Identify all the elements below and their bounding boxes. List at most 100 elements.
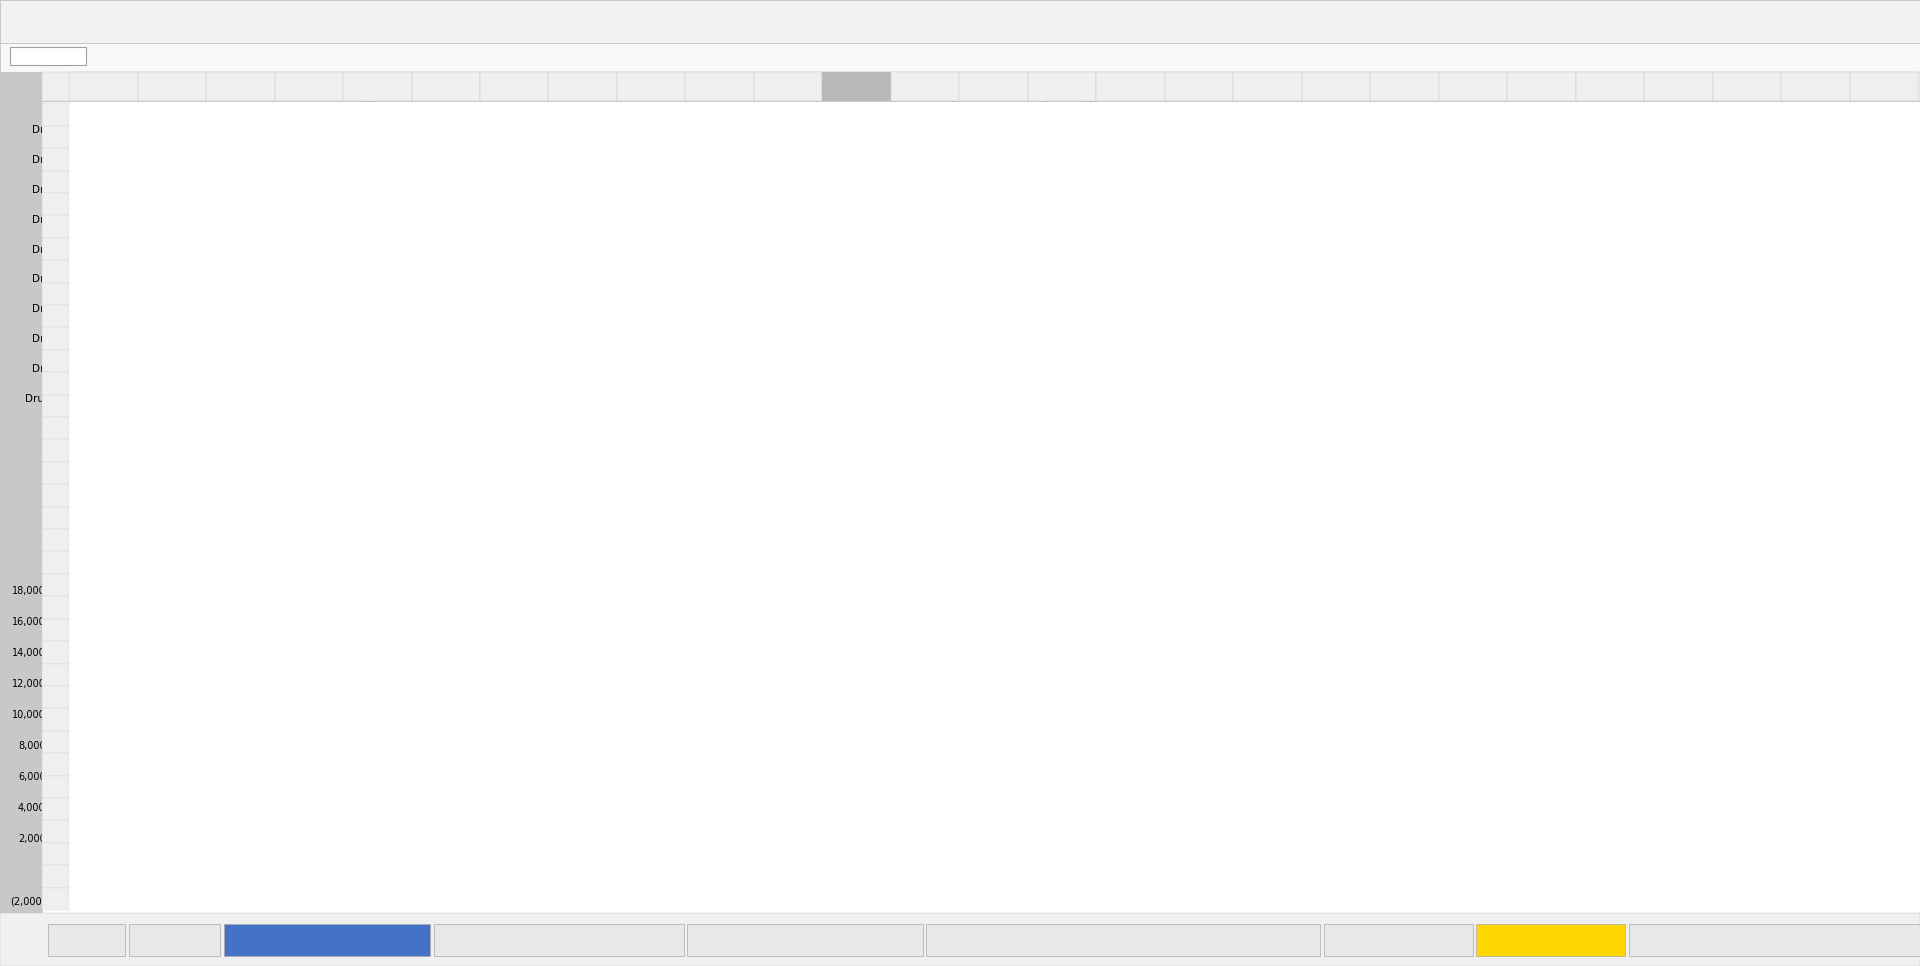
Text: K: K (785, 82, 791, 92)
Text: L: L (854, 82, 860, 92)
Text: N: N (991, 82, 996, 92)
Bar (864, 395, 891, 407)
Text: 20: 20 (50, 536, 61, 545)
Bar (912, 262, 937, 282)
Text: 8: 8 (54, 267, 58, 276)
Text: 0%: 0% (1753, 686, 1772, 696)
Text: 5: 5 (54, 200, 58, 209)
Text: 20%: 20% (246, 363, 269, 373)
Bar (818, 351, 845, 362)
Bar (864, 341, 891, 346)
Text: Dashboard: Dashboard (1528, 936, 1574, 945)
Title: No. of Drugs By Monetization Category: No. of Drugs By Monetization Category (1379, 570, 1684, 584)
Title: P&L (Monthly Bases): P&L (Monthly Bases) (576, 570, 739, 584)
Text: 15: 15 (50, 424, 61, 433)
Bar (958, 241, 983, 251)
Text: 36: 36 (1784, 124, 1795, 133)
Wedge shape (1676, 713, 1884, 849)
Bar (505, 742, 540, 869)
Bar (1004, 382, 1029, 385)
Bar (772, 314, 797, 329)
Text: Marketing Budget: Marketing Budget (524, 936, 593, 945)
Bar (864, 366, 891, 375)
Bar (912, 345, 937, 368)
Bar (1050, 384, 1075, 419)
Bar (720, 711, 755, 869)
Bar (1004, 412, 1029, 419)
Text: 34: 34 (50, 849, 61, 859)
Text: 6: 6 (54, 222, 58, 231)
Text: 9%: 9% (156, 154, 173, 164)
Bar (77, 391, 255, 405)
Bar (912, 282, 937, 304)
Bar (397, 780, 432, 869)
Bar (818, 313, 845, 320)
Text: 17: 17 (50, 469, 61, 477)
Bar (818, 404, 845, 419)
Text: G: G (511, 82, 518, 92)
Text: 3: 3 (54, 155, 58, 164)
Bar (772, 274, 797, 284)
Text: 48%: 48% (474, 184, 497, 194)
Text: 36: 36 (50, 895, 61, 903)
Bar (881, 680, 916, 869)
Text: 28: 28 (52, 715, 60, 724)
Text: B: B (169, 82, 175, 92)
Text: ◄: ◄ (1713, 936, 1720, 946)
Text: 23: 23 (50, 603, 61, 612)
Text: 33: 33 (50, 827, 61, 836)
Bar (864, 407, 891, 419)
Bar (958, 384, 983, 419)
Text: 30%: 30% (326, 303, 349, 313)
Bar (772, 329, 797, 346)
Bar (958, 355, 983, 384)
Text: H: H (580, 82, 586, 92)
Bar (1004, 397, 1029, 399)
Text: X: X (1676, 82, 1682, 92)
Bar (1004, 385, 1029, 391)
Text: 26: 26 (50, 670, 61, 679)
Text: 10: 10 (50, 312, 61, 321)
Bar (818, 320, 845, 329)
Title: No. of Headcount: No. of Headcount (1597, 89, 1736, 102)
Bar (1432, 602, 1630, 632)
Bar (989, 649, 1023, 869)
Text: F: F (444, 82, 449, 92)
Bar (772, 399, 797, 419)
Bar (864, 352, 891, 358)
Text: AA: AA (1878, 82, 1889, 92)
Bar (182, 813, 219, 869)
Bar (451, 757, 486, 869)
Text: R: R (1265, 82, 1271, 92)
Bar (912, 226, 937, 242)
Text: A: A (100, 82, 106, 92)
Text: Input Drivers: Input Drivers (298, 936, 355, 945)
Text: ►: ► (1732, 936, 1740, 946)
Bar (77, 331, 321, 345)
Text: ✗: ✗ (140, 51, 148, 62)
Text: Display Settings: Display Settings (1766, 936, 1836, 946)
Bar (958, 251, 983, 258)
Text: 18: 18 (52, 491, 60, 500)
Text: P: P (1127, 82, 1133, 92)
Text: L1: L1 (42, 51, 54, 62)
Text: Team & Salaries: Team & Salaries (774, 936, 835, 945)
Text: 22: 22 (52, 581, 60, 589)
Text: 31: 31 (50, 782, 61, 791)
Bar (559, 734, 593, 869)
Bar (1096, 625, 1131, 869)
Text: Title: Title (165, 936, 182, 945)
Bar (935, 665, 970, 869)
Text: Valuation: Valuation (1380, 936, 1417, 945)
Bar (1096, 372, 1123, 419)
Text: 28: 28 (1736, 186, 1745, 195)
Bar (818, 329, 845, 339)
Bar (958, 278, 983, 292)
Bar (958, 292, 983, 302)
Text: 18: 18 (1686, 264, 1697, 272)
Legend: Product / IP Sold, Royalty / License, Product Sale - In House, Both (IP Sold & R: Product / IP Sold, Royalty / License, Pr… (1893, 718, 1920, 773)
Bar (1432, 840, 1630, 900)
Bar (818, 339, 845, 351)
Bar (77, 361, 240, 375)
Bar (818, 389, 845, 404)
